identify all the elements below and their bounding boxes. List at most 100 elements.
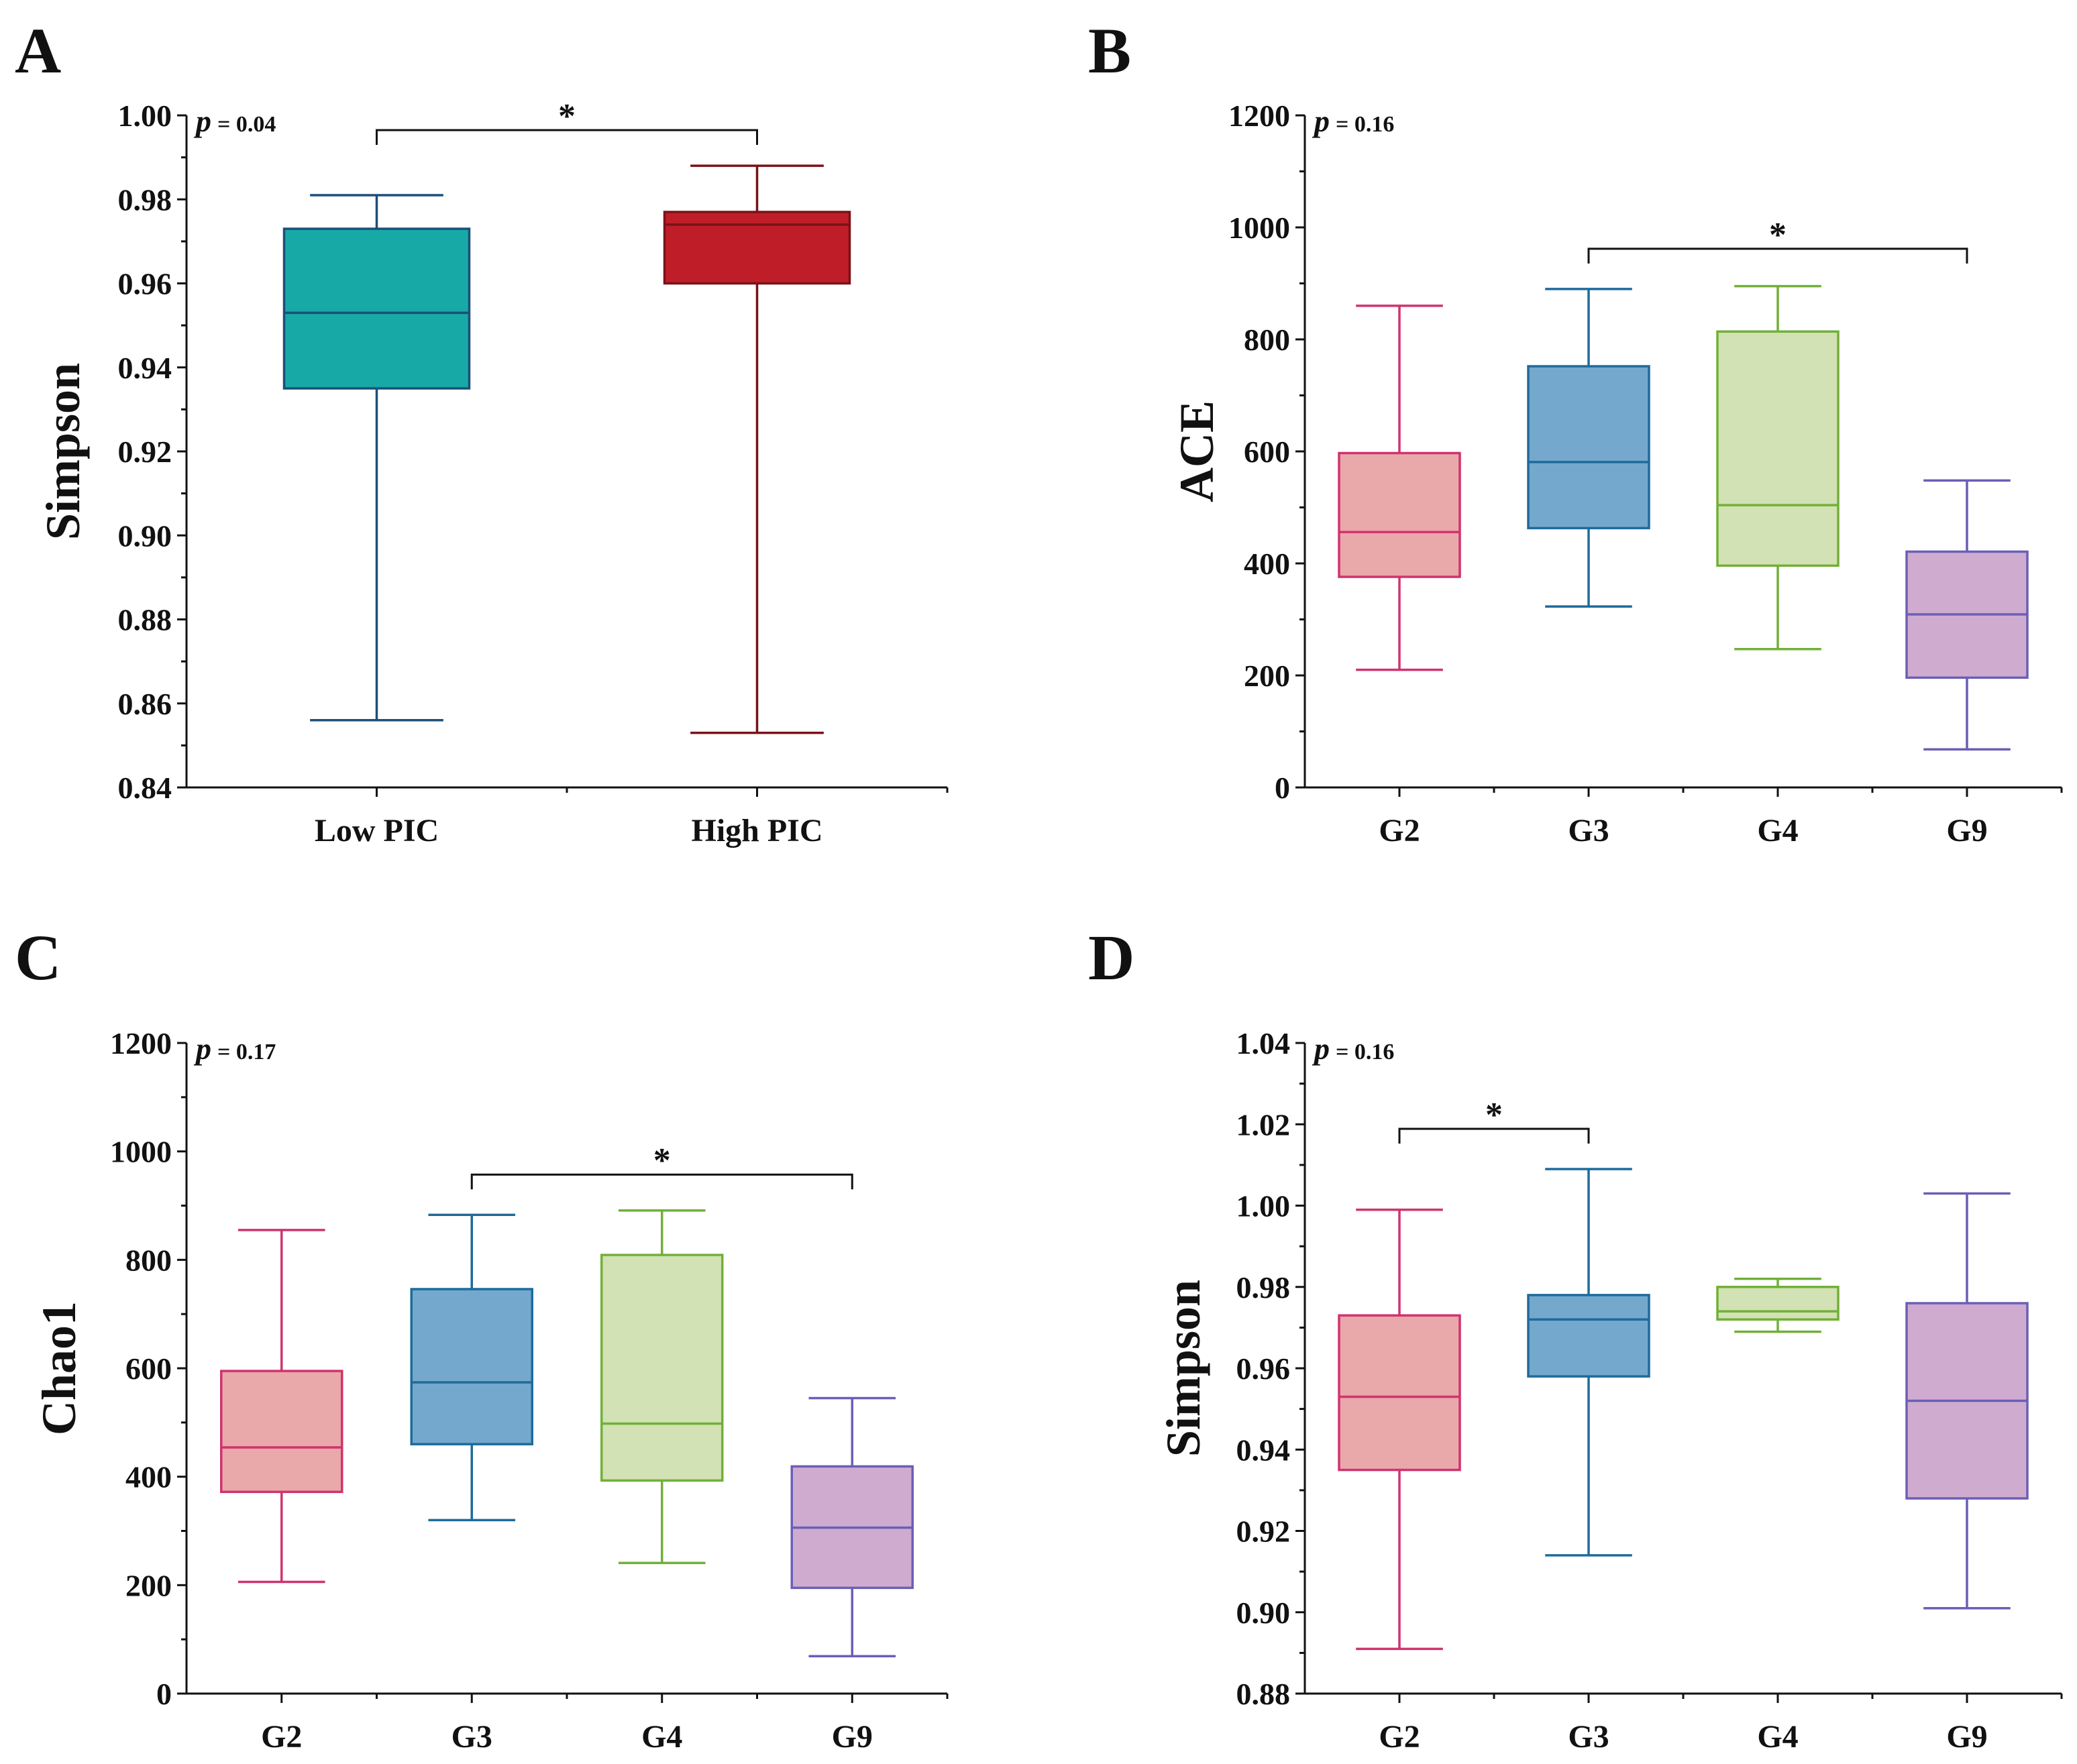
panel-b-y-tick-label: 200 bbox=[1244, 659, 1290, 693]
panel-c-significance-bracket: * bbox=[470, 1142, 853, 1190]
panel-b-x-tick-label: G3 bbox=[1568, 813, 1609, 848]
panel-d-box-g2 bbox=[1338, 1208, 1461, 1651]
panel-d-x-tick-label: G9 bbox=[1946, 1719, 1987, 1755]
panel-b-y-axis-label: ACE bbox=[1170, 400, 1224, 502]
panel-d-y-tick-label: 0.92 bbox=[1236, 1514, 1291, 1549]
iqr-box bbox=[1716, 1286, 1840, 1321]
panel-d-y-axis-label: Simpson bbox=[1157, 1280, 1210, 1457]
panel-b-box-g3 bbox=[1527, 288, 1650, 608]
panel-b-y-tick-label: 600 bbox=[1244, 435, 1290, 469]
significance-star: * bbox=[1769, 216, 1787, 254]
panel-b-letter: B bbox=[1088, 15, 1131, 87]
panel-a-p-value: = 0.04 bbox=[217, 112, 276, 137]
panel-b-box-g4 bbox=[1716, 284, 1840, 651]
panel-a-letter: A bbox=[15, 15, 61, 87]
panel-d-y-tick-label: 1.02 bbox=[1236, 1107, 1291, 1142]
iqr-box bbox=[1716, 330, 1840, 567]
panel-c-y-tick-label: 600 bbox=[125, 1352, 172, 1386]
panel-c-y-tick-label: 1000 bbox=[110, 1135, 172, 1169]
panel-d-y-tick-label: 1.00 bbox=[1236, 1189, 1291, 1223]
panel-c-p-value: = 0.17 bbox=[217, 1040, 276, 1064]
iqr-box bbox=[1527, 365, 1650, 530]
panel-b-y-tick-label: 400 bbox=[1244, 547, 1290, 581]
panel-a-y-tick-label: 0.90 bbox=[118, 518, 172, 553]
panel-a: A Simpson 0.84 0.86 0.88 0.90 0.92 0.94 0.96 0.98… bbox=[15, 15, 949, 848]
iqr-box bbox=[1338, 451, 1461, 578]
panel-b-y-tick-label: 1000 bbox=[1228, 211, 1290, 245]
panel-a-y-tick-label: 1.00 bbox=[118, 99, 172, 133]
panel-d-p-value: = 0.16 bbox=[1336, 1040, 1394, 1064]
panel-c-box-g2 bbox=[220, 1229, 343, 1584]
iqr-box bbox=[1527, 1294, 1650, 1378]
panel-c-y-tick-label: 800 bbox=[125, 1243, 172, 1277]
panel-c: C Chao1 0 200 400 600 800 1000 1200 G2 G3 G4 G9 p = 0.… bbox=[15, 922, 949, 1755]
panel-d-y-tick-label: 0.88 bbox=[1236, 1677, 1291, 1711]
panel-a-y-tick-label: 0.84 bbox=[118, 771, 172, 805]
panel-d-x-tick-label: G2 bbox=[1379, 1719, 1420, 1755]
panel-d-p-label: p bbox=[1312, 1032, 1330, 1066]
panel-b: B ACE 0 200 400 600 800 1000 1200 G2 G3 G4 G9 p = 0.16… bbox=[1088, 15, 2063, 848]
panel-d-y-tick-label: 0.94 bbox=[1236, 1433, 1291, 1467]
panel-a-box-low-pic bbox=[282, 194, 471, 722]
panel-d-significance-bracket: * bbox=[1398, 1096, 1590, 1144]
panel-b-significance-bracket: * bbox=[1587, 216, 1968, 264]
panel-c-x-tick-label: G4 bbox=[641, 1719, 682, 1755]
panel-a-y-tick-label: 0.96 bbox=[118, 267, 172, 301]
panel-b-y-tick-label: 0 bbox=[1275, 771, 1290, 805]
panel-d-box-g9 bbox=[1905, 1192, 2029, 1610]
panel-c-box-g4 bbox=[600, 1209, 724, 1564]
panel-c-p-label: p bbox=[193, 1032, 211, 1066]
iqr-box bbox=[282, 227, 471, 390]
panel-a-x-tick-label: Low PIC bbox=[315, 813, 439, 848]
panel-d-x-tick-label: G3 bbox=[1568, 1719, 1609, 1755]
significance-star: * bbox=[1485, 1096, 1503, 1134]
iqr-box bbox=[1338, 1314, 1461, 1472]
bracket-line bbox=[470, 1173, 853, 1190]
panel-b-y-tick-label: 800 bbox=[1244, 323, 1290, 357]
bracket-line bbox=[376, 129, 758, 145]
panel-b-x-tick-label: G2 bbox=[1379, 813, 1420, 848]
panel-a-box-high-pic bbox=[663, 164, 851, 734]
panel-c-y-tick-label: 200 bbox=[125, 1568, 172, 1602]
panel-c-letter: C bbox=[15, 922, 61, 993]
panel-c-x-tick-label: G2 bbox=[261, 1719, 302, 1755]
panel-a-p-label: p bbox=[193, 104, 211, 138]
panel-a-x-tick-label: High PIC bbox=[691, 813, 822, 848]
panel-d-y-tick-label: 0.90 bbox=[1236, 1596, 1291, 1630]
panel-a-y-tick-label: 0.86 bbox=[118, 687, 172, 721]
panel-b-box-g2 bbox=[1338, 305, 1461, 671]
panel-a-y-tick-label: 0.98 bbox=[118, 182, 172, 217]
iqr-box bbox=[663, 211, 851, 285]
panel-c-box-g9 bbox=[790, 1396, 914, 1657]
iqr-box bbox=[600, 1254, 724, 1482]
panel-b-x-tick-label: G9 bbox=[1946, 813, 1987, 848]
panel-c-box-g3 bbox=[410, 1213, 533, 1522]
panel-d-y-tick-label: 0.96 bbox=[1236, 1352, 1291, 1386]
panel-a-y-tick-label: 0.94 bbox=[118, 351, 172, 385]
significance-star: * bbox=[653, 1142, 671, 1180]
panel-a-y-tick-label: 0.92 bbox=[118, 435, 172, 469]
panel-c-x-tick-label: G3 bbox=[451, 1719, 492, 1755]
panel-c-y-tick-label: 0 bbox=[156, 1677, 172, 1711]
panel-a-significance-bracket: * bbox=[376, 97, 758, 145]
panel-c-y-axis-label: Chao1 bbox=[32, 1301, 86, 1435]
significance-star: * bbox=[558, 97, 576, 135]
panel-b-p-label: p bbox=[1312, 104, 1330, 138]
bracket-line bbox=[1398, 1127, 1590, 1144]
panel-d-x-tick-label: G4 bbox=[1757, 1719, 1798, 1755]
panel-c-x-tick-label: G9 bbox=[832, 1719, 873, 1755]
panel-d-box-g4 bbox=[1716, 1277, 1840, 1333]
iqr-box bbox=[220, 1370, 343, 1494]
panel-b-y-tick-label: 1200 bbox=[1228, 99, 1290, 133]
panel-a-y-axis-label: Simpson bbox=[36, 363, 90, 540]
panel-d-letter: D bbox=[1088, 922, 1134, 993]
panel-d-y-tick-label: 1.04 bbox=[1236, 1026, 1291, 1060]
panel-a-y-tick-label: 0.88 bbox=[118, 603, 172, 637]
iqr-box bbox=[410, 1288, 533, 1445]
panel-d: D Simpson 0.88 0.90 0.92 0.94 0.96 0.98 1.00 1.02… bbox=[1088, 922, 2063, 1755]
bracket-line bbox=[1587, 247, 1968, 264]
panel-c-y-tick-label: 1200 bbox=[110, 1026, 172, 1060]
panel-d-y-tick-label: 0.98 bbox=[1236, 1270, 1291, 1305]
panel-b-x-tick-label: G4 bbox=[1757, 813, 1798, 848]
